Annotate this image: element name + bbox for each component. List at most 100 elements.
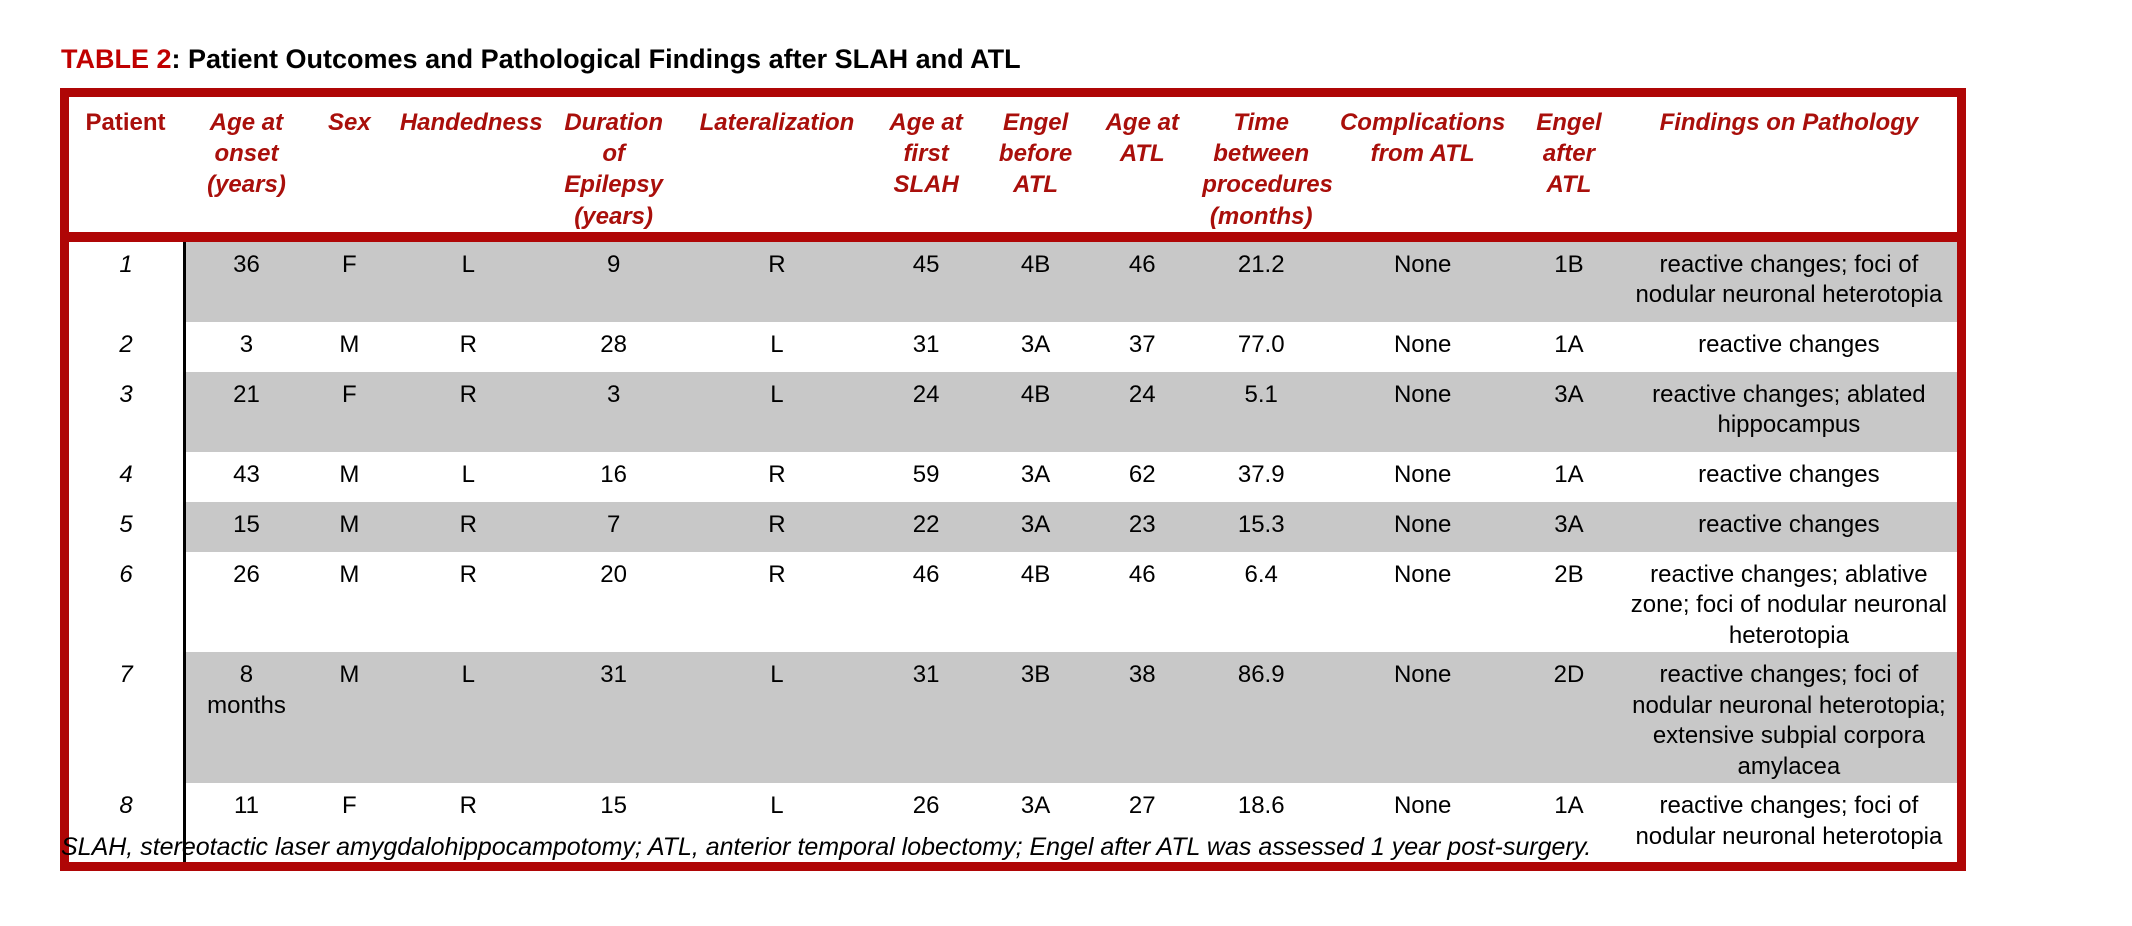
table-row-patient-5: 5 15 M R 7 R 22 3A 23 15.3 None 3A reactive changes (69, 501, 1957, 552)
column-header-findings-on-pathology: Findings on Pathology (1659, 109, 1919, 136)
cell-duration-of-epilepsy: 7 (544, 501, 683, 552)
patient-number: 6 (69, 551, 187, 652)
cell-findings-on-pathology: reactive changes (1620, 321, 1957, 372)
cell-time-between-procedures: 37.9 (1194, 451, 1329, 502)
table-title-text: : Patient Outcomes and Pathological Find… (171, 44, 1021, 74)
cell-lateralization: L (682, 651, 872, 783)
cell-duration-of-epilepsy: 15 (544, 782, 683, 862)
cell-findings-on-pathology: reactive changes; foci of nodular neuron… (1620, 241, 1957, 322)
cell-lateralization: R (682, 551, 872, 652)
table-row-patient-2: 2 3 M R 28 L 31 3A 37 77.0 None 1A reactive changes (69, 321, 1957, 372)
cell-time-between-procedures: 18.6 (1194, 782, 1329, 862)
cell-engel-after-atl: 1A (1517, 321, 1621, 372)
cell-age-at-first-slah: 59 (871, 451, 981, 502)
cell-engel-after-atl: 3A (1517, 501, 1621, 552)
cell-findings-on-pathology: reactive changes (1620, 501, 1957, 552)
cell-findings-on-pathology: reactive changes; ablative zone; foci of… (1620, 551, 1957, 652)
cell-time-between-procedures: 5.1 (1194, 371, 1329, 452)
cell-age-at-onset: 36 (186, 241, 307, 322)
patient-number: 5 (69, 501, 187, 552)
column-header-handedness: Handedness (399, 109, 543, 136)
column-header-age-at-onset: Age at onset (years) (207, 109, 286, 199)
column-header-lateralization: Lateralization (699, 109, 855, 136)
cell-age-at-onset: 26 (186, 551, 307, 652)
cell-age-at-onset: 11 (186, 782, 307, 862)
cell-engel-before-atl: 4B (980, 551, 1091, 652)
cell-engel-after-atl: 2B (1517, 551, 1621, 652)
cell-time-between-procedures: 77.0 (1194, 321, 1329, 372)
cell-complications-from-atl: None (1328, 551, 1518, 652)
patient-number: 2 (69, 321, 187, 372)
table-header-row: Patient Age at onset (years) Sex Handedness… (69, 97, 1957, 242)
cell-age-at-atl: 62 (1090, 451, 1195, 502)
cell-lateralization: L (682, 782, 872, 862)
cell-engel-before-atl: 3A (980, 321, 1091, 372)
table-footnote: SLAH, stereotactic laser amygdalohippoca… (61, 833, 1592, 861)
cell-handedness: L (391, 241, 545, 322)
cell-age-at-onset: 8 months (186, 651, 307, 783)
cell-findings-on-pathology: reactive changes; foci of nodular neuron… (1620, 651, 1957, 783)
cell-handedness: R (391, 501, 545, 552)
cell-lateralization: L (682, 321, 872, 372)
cell-duration-of-epilepsy: 9 (544, 241, 683, 322)
cell-handedness: L (391, 451, 545, 502)
cell-handedness: R (391, 551, 545, 652)
cell-engel-after-atl: 1A (1517, 782, 1621, 862)
patient-number: 8 (69, 782, 187, 862)
table-title-label: TABLE 2 (61, 44, 172, 74)
cell-engel-before-atl: 4B (980, 241, 1091, 322)
cell-engel-before-atl: 3B (980, 651, 1091, 783)
column-header-engel-after-atl: Engel after ATL (1536, 109, 1602, 199)
cell-findings-on-pathology: reactive changes; foci of nodular neuron… (1620, 782, 1957, 862)
cell-age-at-first-slah: 26 (871, 782, 981, 862)
cell-complications-from-atl: None (1328, 651, 1518, 783)
cell-handedness: R (391, 321, 545, 372)
cell-age-at-atl: 23 (1090, 501, 1195, 552)
cell-age-at-first-slah: 24 (871, 371, 981, 452)
cell-sex: M (306, 651, 392, 783)
cell-age-at-onset: 15 (186, 501, 307, 552)
patient-number: 3 (69, 371, 187, 452)
table-row-patient-6: 6 26 M R 20 R 46 4B 46 6.4 None 2B reactive changes;… (69, 551, 1957, 652)
column-header-engel-before-atl: Engel before ATL (998, 109, 1073, 199)
column-header-duration-of-epilepsy: Duration of Epilepsy (years) (564, 109, 664, 230)
cell-lateralization: R (682, 451, 872, 502)
cell-age-at-atl: 46 (1090, 551, 1195, 652)
patient-outcomes-table: Patient Age at onset (years) Sex Handedness… (60, 88, 1966, 871)
cell-handedness: L (391, 651, 545, 783)
cell-age-at-onset: 43 (186, 451, 307, 502)
cell-sex: F (306, 782, 392, 862)
cell-engel-after-atl: 1B (1517, 241, 1621, 322)
cell-complications-from-atl: None (1328, 501, 1518, 552)
cell-age-at-first-slah: 31 (871, 321, 981, 372)
cell-findings-on-pathology: reactive changes; ablated hippocampus (1620, 371, 1957, 452)
cell-duration-of-epilepsy: 31 (544, 651, 683, 783)
cell-age-at-first-slah: 45 (871, 241, 981, 322)
cell-age-at-atl: 38 (1090, 651, 1195, 783)
cell-lateralization: L (682, 371, 872, 452)
cell-time-between-procedures: 6.4 (1194, 551, 1329, 652)
cell-lateralization: R (682, 241, 872, 322)
cell-age-at-first-slah: 46 (871, 551, 981, 652)
cell-age-at-atl: 24 (1090, 371, 1195, 452)
cell-sex: M (306, 501, 392, 552)
cell-age-at-atl: 46 (1090, 241, 1195, 322)
cell-sex: F (306, 241, 392, 322)
cell-sex: M (306, 451, 392, 502)
cell-complications-from-atl: None (1328, 371, 1518, 452)
cell-engel-before-atl: 3A (980, 451, 1091, 502)
cell-findings-on-pathology: reactive changes (1620, 451, 1957, 502)
column-header-age-at-atl: Age at ATL (1105, 109, 1179, 168)
column-header-time-between-procedures: Time between procedures (months) (1202, 109, 1333, 230)
table-row-patient-8: 8 11 F R 15 L 26 3A 27 18.6 None 1A reactive changes… (69, 782, 1957, 862)
cell-complications-from-atl: None (1328, 321, 1518, 372)
cell-engel-after-atl: 1A (1517, 451, 1621, 502)
cell-lateralization: R (682, 501, 872, 552)
table-body: 1 36 F L 9 R 45 4B 46 21.2 None 1B reactive changes;… (69, 241, 1957, 862)
cell-duration-of-epilepsy: 16 (544, 451, 683, 502)
cell-complications-from-atl: None (1328, 451, 1518, 502)
cell-duration-of-epilepsy: 28 (544, 321, 683, 372)
cell-age-at-atl: 27 (1090, 782, 1195, 862)
cell-handedness: R (391, 371, 545, 452)
cell-complications-from-atl: None (1328, 241, 1518, 322)
